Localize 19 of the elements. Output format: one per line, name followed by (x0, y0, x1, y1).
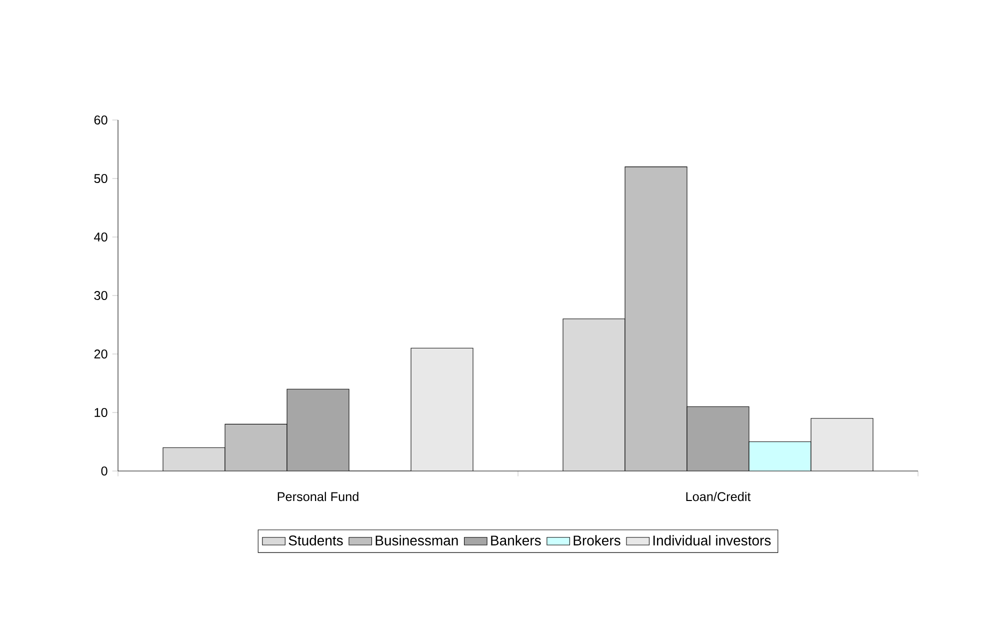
legend-label: Brokers (574, 535, 620, 546)
legend-label: Students (288, 535, 343, 546)
y-tick-label: 50 (94, 174, 108, 183)
bar (748, 441, 812, 471)
y-tick-label: 0 (101, 466, 108, 476)
bar (411, 348, 474, 471)
x-tick-label: Loan/Credit (686, 492, 751, 502)
y-tick-label: 30 (94, 291, 108, 300)
bar (810, 418, 874, 471)
bar (225, 424, 288, 471)
y-tick-label: 20 (94, 350, 108, 358)
bar (624, 166, 688, 471)
legend-label: Businessman (376, 535, 458, 546)
legend-label: Individual investors (653, 535, 771, 546)
y-tick-label: 60 (94, 116, 108, 124)
legend-label: Bankers (491, 535, 541, 546)
y-tick-label: 10 (94, 408, 108, 417)
y-tick-label: 40 (94, 232, 108, 242)
x-tick-label: Personal Fund (278, 492, 358, 502)
